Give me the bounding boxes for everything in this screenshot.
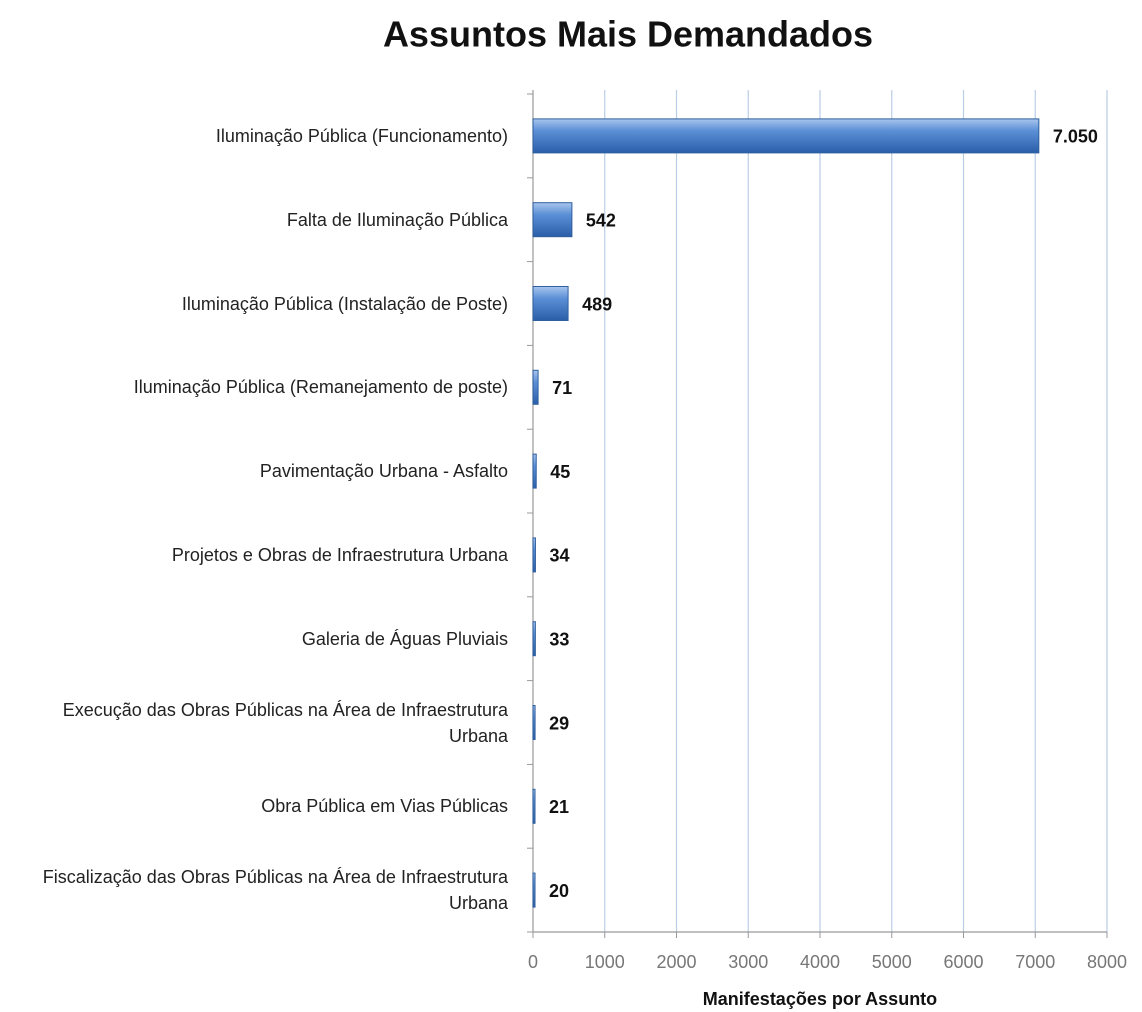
bar xyxy=(532,872,536,908)
y-tick-label: Fiscalização das Obras Públicas na Área … xyxy=(42,867,508,914)
bar xyxy=(532,621,536,657)
y-tick-label: Obra Pública em Vias Públicas xyxy=(261,796,508,817)
y-tick-label: Galeria de Águas Pluviais xyxy=(301,628,508,649)
x-tick-label: 5000 xyxy=(872,952,912,972)
value-label: 542 xyxy=(586,210,616,230)
x-tick-label: 1000 xyxy=(585,952,625,972)
value-label: 71 xyxy=(552,378,572,398)
x-tick-label: 2000 xyxy=(656,952,696,972)
value-label: 34 xyxy=(549,546,569,566)
y-tick-label: Projetos e Obras de Infraestrutura Urban… xyxy=(171,544,508,565)
y-tick-label: Iluminação Pública (Instalação de Poste) xyxy=(181,293,508,314)
x-tick-label: 6000 xyxy=(943,952,983,972)
value-label: 7.050 xyxy=(1053,127,1098,147)
x-tick-label: 4000 xyxy=(800,952,840,972)
x-tick-label: 0 xyxy=(528,952,538,972)
value-label: 29 xyxy=(549,713,569,733)
bar xyxy=(532,118,1040,154)
value-label: 21 xyxy=(549,797,569,817)
x-axis-title: Manifestações por Assunto xyxy=(703,989,937,1009)
y-tick-label: Iluminação Pública (Remanejamento de pos… xyxy=(133,377,508,398)
bar xyxy=(532,705,536,740)
bar xyxy=(532,537,536,573)
chart-title: Assuntos Mais Demandados xyxy=(383,14,873,55)
value-label: 33 xyxy=(549,629,569,649)
x-tick-label: 3000 xyxy=(728,952,768,972)
y-tick-label: Falta de Iluminação Pública xyxy=(286,209,508,230)
bar xyxy=(532,369,539,405)
value-label: 489 xyxy=(582,294,612,314)
x-tick-label: 7000 xyxy=(1015,952,1055,972)
value-label: 45 xyxy=(550,462,570,482)
bar xyxy=(532,286,569,321)
bar xyxy=(532,788,536,824)
y-tick-label: Execução das Obras Públicas na Área de I… xyxy=(62,699,508,746)
bar xyxy=(532,202,573,238)
y-tick-label: Iluminação Pública (Funcionamento) xyxy=(215,125,508,146)
x-tick-label: 8000 xyxy=(1087,952,1127,972)
y-tick-label: Pavimentação Urbana - Asfalto xyxy=(259,461,508,482)
value-label: 20 xyxy=(549,881,569,901)
bar xyxy=(532,453,537,489)
